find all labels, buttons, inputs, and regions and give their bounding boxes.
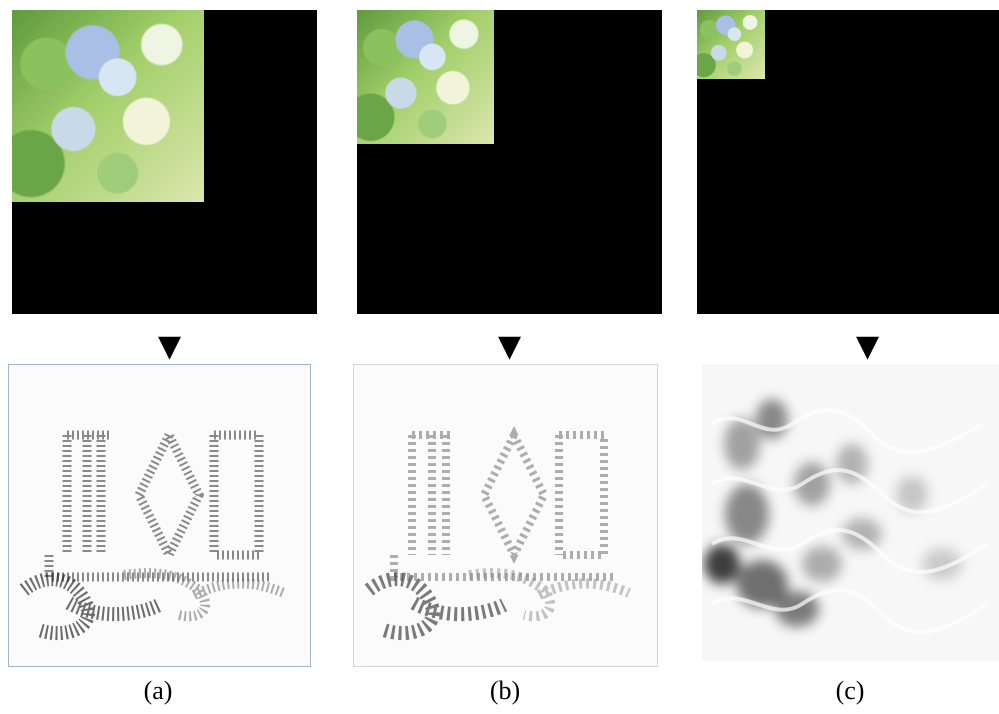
panel-label: (a) [143, 676, 173, 705]
hydrangea-crop-b [357, 10, 494, 144]
masked-image-c [697, 10, 999, 314]
down-arrow-icon: ▼ [856, 329, 880, 364]
reconstruction-map-b [353, 364, 658, 667]
masked-image-b [357, 10, 662, 314]
masked-image-a [12, 10, 317, 314]
down-arrow-icon: ▼ [498, 329, 522, 364]
reconstruction-map-a [8, 364, 311, 667]
down-arrow-icon: ▼ [158, 329, 182, 364]
panel-label: (b) [489, 676, 521, 705]
hydrangea-crop-c [697, 10, 765, 79]
reconstruction-map-c [702, 364, 999, 661]
hydrangea-crop-a [12, 10, 204, 202]
panel-label: (c) [835, 676, 865, 705]
